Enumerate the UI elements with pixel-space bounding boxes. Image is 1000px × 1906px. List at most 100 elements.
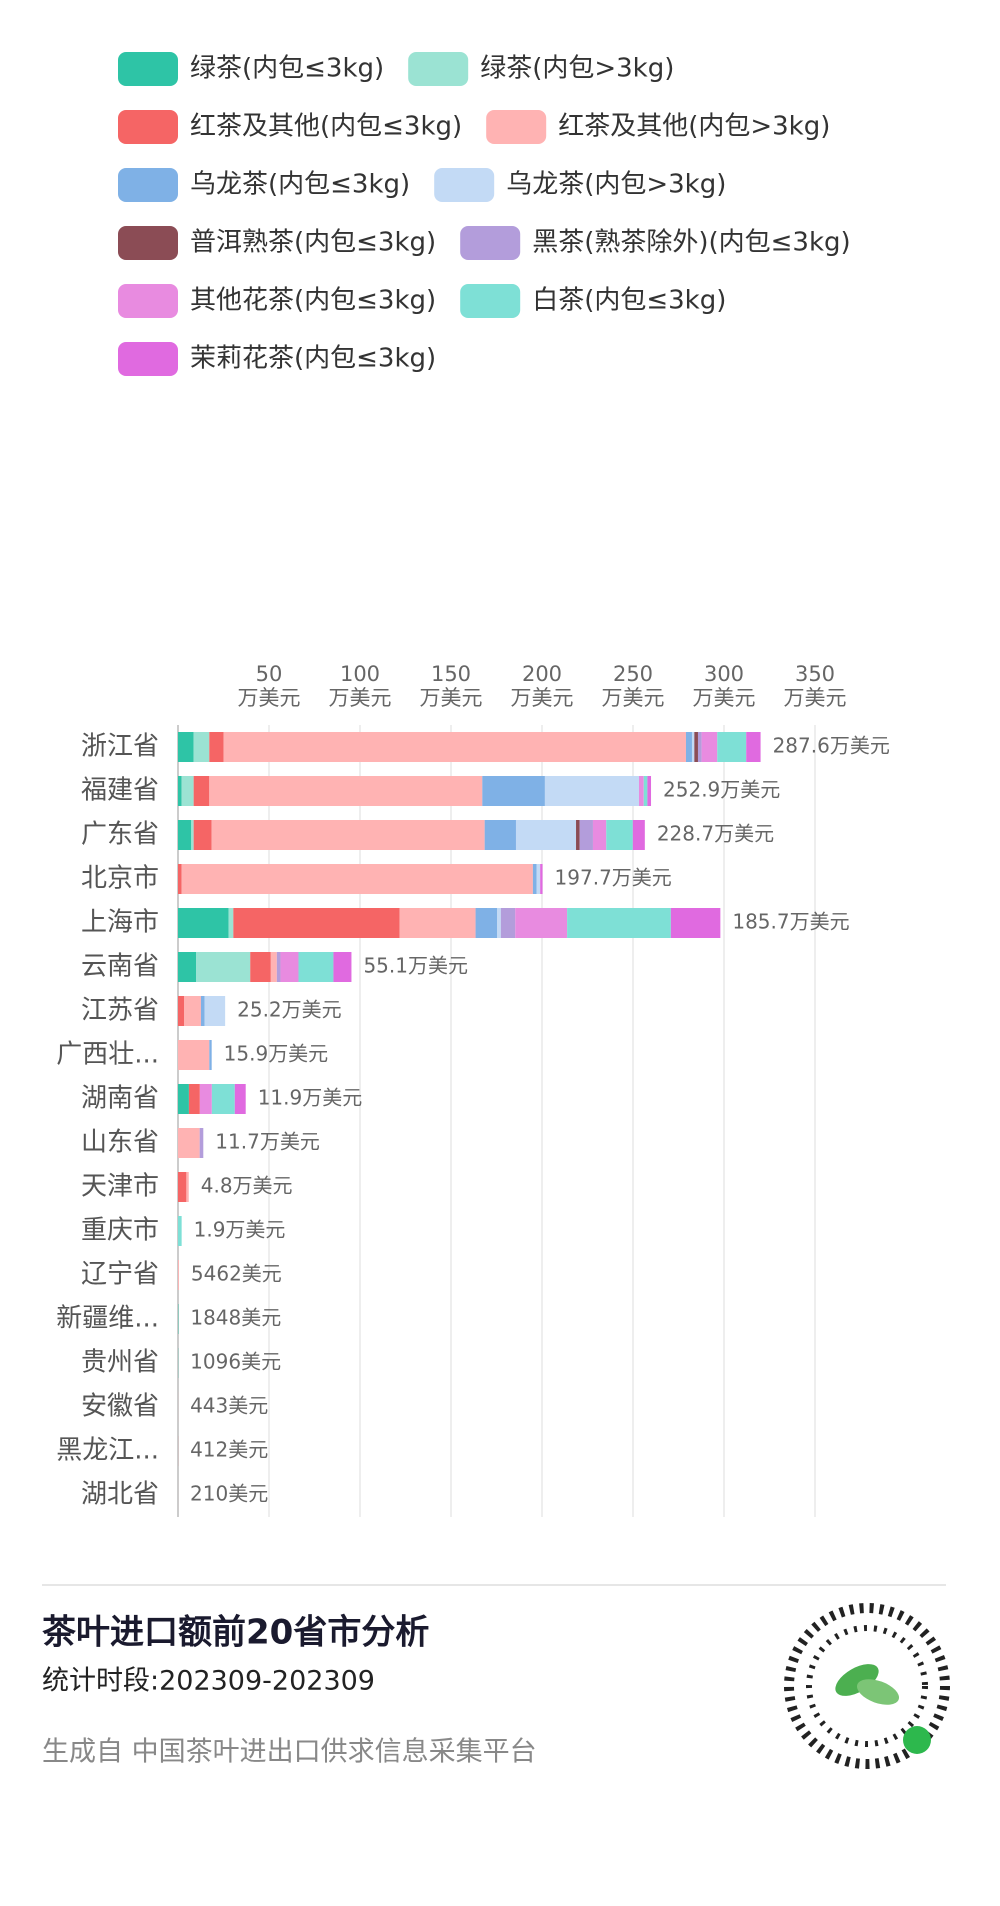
- legend-swatch: [118, 226, 178, 260]
- total-label: 55.1万美元: [363, 954, 468, 978]
- x-tick-label: 50: [256, 662, 283, 686]
- bar-segment: [199, 1084, 212, 1114]
- bar-segment: [193, 820, 212, 850]
- total-label: 1848美元: [190, 1306, 281, 1330]
- subtitle: 统计时段:202309-202309: [42, 1666, 375, 1697]
- bar-segment: [178, 1216, 182, 1246]
- bar-segment: [178, 1040, 210, 1070]
- bar-segment: [193, 776, 210, 806]
- bar-segment: [200, 996, 205, 1026]
- x-tick-unit: 万美元: [602, 686, 665, 710]
- x-tick-label: 100: [340, 662, 380, 686]
- total-label: 287.6万美元: [773, 734, 890, 758]
- total-label: 15.9万美元: [224, 1042, 329, 1066]
- total-label: 185.7万美元: [732, 910, 849, 934]
- bar-segment: [632, 820, 645, 850]
- y-tick-label: 贵州省: [81, 1348, 159, 1378]
- total-label: 228.7万美元: [657, 822, 774, 846]
- bar-segment: [694, 732, 698, 762]
- bar-segment: [178, 776, 182, 806]
- bar-segment: [178, 952, 197, 982]
- bar-segment: [178, 820, 192, 850]
- bar-segment: [184, 996, 201, 1026]
- legend-swatch: [118, 110, 178, 144]
- bar-segment: [576, 820, 580, 850]
- qr-code: [784, 1603, 950, 1769]
- legend-swatch: [118, 168, 178, 202]
- bar-segment: [592, 820, 607, 850]
- x-tick-label: 150: [431, 662, 471, 686]
- bar-segment: [178, 908, 229, 938]
- legend-label: 绿茶(内包≤3kg): [190, 54, 384, 84]
- legend-swatch: [486, 110, 547, 144]
- y-tick-label: 湖北省: [81, 1480, 159, 1510]
- y-tick-label: 广西壮...: [56, 1040, 159, 1070]
- bar-segment: [209, 776, 483, 806]
- bar-segment: [178, 1172, 187, 1202]
- total-label: 5462美元: [191, 1262, 282, 1286]
- legend-label: 白茶(内包≤3kg): [532, 286, 726, 316]
- bar-segment: [647, 776, 652, 806]
- y-tick-label: 福建省: [81, 776, 159, 806]
- legend-label: 其他花茶(内包≤3kg): [190, 286, 436, 316]
- bar-segment: [178, 864, 182, 894]
- legend-swatch: [408, 52, 469, 86]
- total-label: 197.7万美元: [555, 866, 672, 890]
- bar-segment: [209, 1040, 212, 1070]
- legend-swatch: [118, 52, 178, 86]
- x-tick-unit: 万美元: [693, 686, 756, 710]
- legend-swatch: [118, 284, 178, 318]
- x-tick-unit: 万美元: [329, 686, 392, 710]
- bar-segment: [178, 996, 185, 1026]
- bar-segment: [181, 776, 194, 806]
- bar-segment: [178, 732, 194, 762]
- legend-label: 红茶及其他(内包>3kg): [558, 112, 830, 142]
- bar-segment: [717, 732, 747, 762]
- y-tick-label: 黑龙江...: [56, 1436, 159, 1466]
- bar-segment: [178, 1084, 189, 1114]
- bar-segment: [497, 908, 501, 938]
- bar-segment: [223, 732, 686, 762]
- bar-segment: [685, 732, 692, 762]
- bar-segment: [211, 1084, 235, 1114]
- bar-segment: [540, 864, 543, 894]
- total-label: 1096美元: [190, 1350, 281, 1374]
- total-label: 412美元: [190, 1438, 268, 1462]
- y-tick-label: 辽宁省: [81, 1260, 159, 1290]
- total-label: 252.9万美元: [663, 778, 780, 802]
- bar-segment: [181, 864, 533, 894]
- title: 茶叶进口额前20省市分析: [42, 1613, 429, 1653]
- bar-segment: [701, 732, 718, 762]
- bar-segment: [193, 732, 210, 762]
- x-tick-unit: 万美元: [238, 686, 301, 710]
- bar-segment: [475, 908, 498, 938]
- x-tick-label: 250: [613, 662, 653, 686]
- y-tick-label: 新疆维...: [56, 1304, 159, 1334]
- bar-segment: [186, 1172, 189, 1202]
- x-tick-unit: 万美元: [784, 686, 847, 710]
- legend-label: 黑茶(熟茶除外)(内包≤3kg): [532, 228, 850, 258]
- total-label: 1.9万美元: [194, 1218, 286, 1242]
- y-tick-label: 广东省: [81, 820, 159, 850]
- y-tick-label: 云南省: [81, 952, 159, 982]
- bar-segment: [204, 996, 226, 1026]
- y-tick-label: 安徽省: [81, 1392, 159, 1422]
- total-label: 11.9万美元: [258, 1086, 363, 1110]
- total-label: 210美元: [190, 1482, 268, 1506]
- total-label: 11.7万美元: [215, 1130, 320, 1154]
- legend-label: 绿茶(内包>3kg): [480, 54, 674, 84]
- bar-segment: [670, 908, 721, 938]
- legend-swatch: [460, 226, 521, 260]
- y-tick-label: 浙江省: [81, 732, 159, 762]
- legend-swatch: [460, 284, 521, 318]
- bar-segment: [697, 732, 702, 762]
- y-tick-label: 湖南省: [81, 1084, 159, 1114]
- bar-segment: [536, 864, 541, 894]
- bar-segment: [532, 864, 537, 894]
- bar-segment: [188, 1084, 200, 1114]
- bar-segment: [500, 908, 516, 938]
- x-tick-label: 200: [522, 662, 562, 686]
- total-label: 443美元: [190, 1394, 268, 1418]
- bar-segment: [270, 952, 277, 982]
